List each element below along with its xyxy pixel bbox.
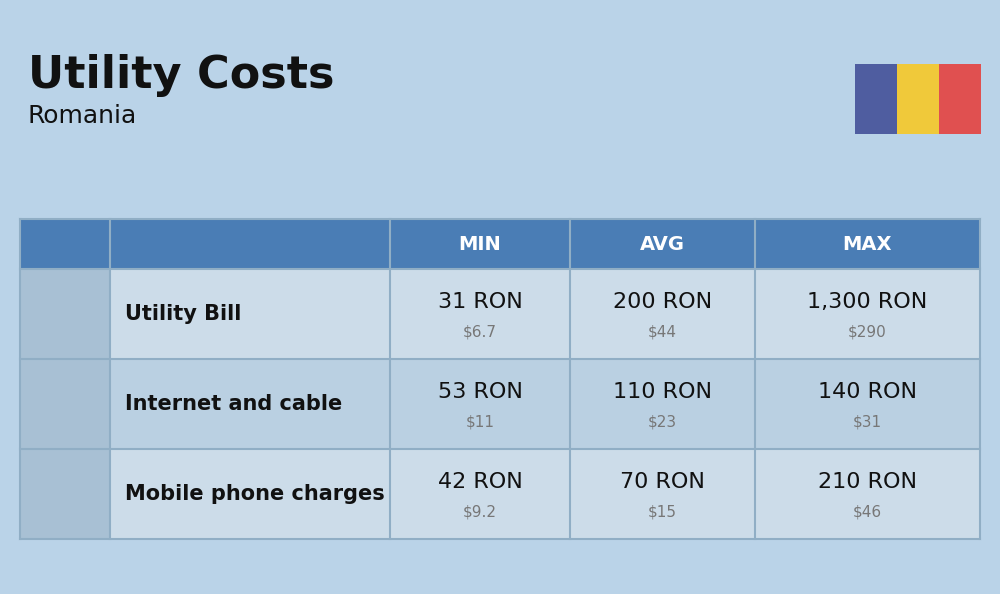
- Text: $44: $44: [648, 324, 677, 340]
- Bar: [20, 219, 980, 269]
- Text: 210 RON: 210 RON: [818, 472, 917, 492]
- Text: 110 RON: 110 RON: [613, 382, 712, 402]
- Text: 42 RON: 42 RON: [438, 472, 522, 492]
- Text: MAX: MAX: [843, 235, 892, 254]
- Text: Utility Bill: Utility Bill: [125, 304, 241, 324]
- Text: Utility Costs: Utility Costs: [28, 54, 334, 97]
- Text: $46: $46: [853, 504, 882, 520]
- Text: $9.2: $9.2: [463, 504, 497, 520]
- Text: MIN: MIN: [459, 235, 501, 254]
- Bar: [20, 449, 110, 539]
- Text: 140 RON: 140 RON: [818, 382, 917, 402]
- Text: AVG: AVG: [640, 235, 685, 254]
- Text: $15: $15: [648, 504, 677, 520]
- Text: $23: $23: [648, 415, 677, 429]
- Text: Internet and cable: Internet and cable: [125, 394, 342, 414]
- Text: $11: $11: [466, 415, 494, 429]
- Text: 53 RON: 53 RON: [438, 382, 522, 402]
- Bar: [20, 269, 110, 359]
- Text: $6.7: $6.7: [463, 324, 497, 340]
- Bar: [20, 449, 980, 539]
- Bar: [855, 64, 897, 134]
- Bar: [939, 64, 981, 134]
- Text: 200 RON: 200 RON: [613, 292, 712, 312]
- Text: $290: $290: [848, 324, 887, 340]
- Text: 1,300 RON: 1,300 RON: [807, 292, 928, 312]
- Text: 31 RON: 31 RON: [438, 292, 522, 312]
- Text: Romania: Romania: [28, 104, 137, 128]
- Text: $31: $31: [853, 415, 882, 429]
- Text: 70 RON: 70 RON: [620, 472, 705, 492]
- Bar: [897, 64, 939, 134]
- Bar: [20, 359, 110, 449]
- Bar: [20, 269, 980, 359]
- Text: Mobile phone charges: Mobile phone charges: [125, 484, 385, 504]
- Bar: [20, 359, 980, 449]
